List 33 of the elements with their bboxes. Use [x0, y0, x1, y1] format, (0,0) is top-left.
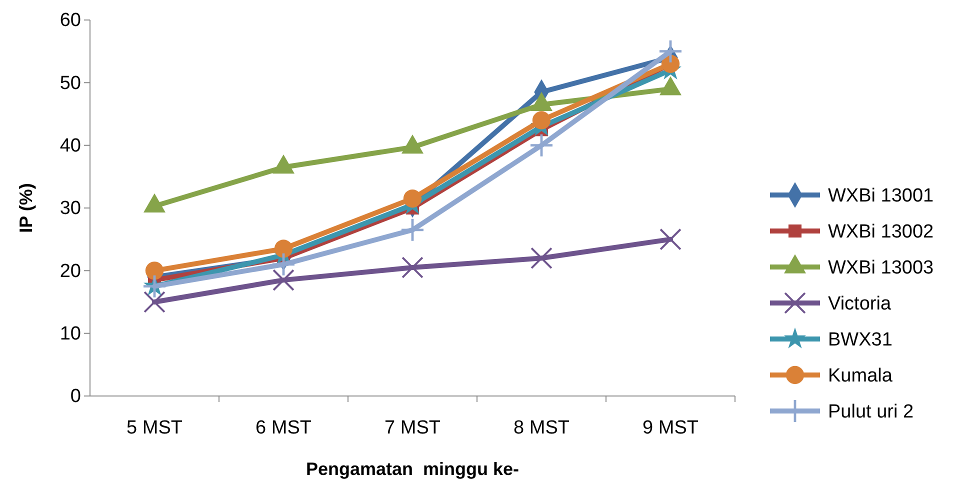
- y-tick-label: 30: [60, 198, 81, 220]
- legend-label: Kumala: [828, 366, 893, 387]
- y-tick-label: 20: [60, 260, 81, 282]
- point: [402, 218, 424, 241]
- legend-label: Victoria: [828, 294, 892, 315]
- x-tick-label: 6 MST: [256, 417, 312, 438]
- point: [530, 247, 552, 270]
- x-axis-title: Pengamatan minggu ke-: [306, 459, 520, 479]
- point: [532, 111, 551, 130]
- y-tick-label: 10: [60, 323, 81, 344]
- y-tick-label: 40: [60, 135, 81, 156]
- x-tick-label: 7 MST: [384, 417, 441, 438]
- y-tick-label: 60: [60, 10, 81, 32]
- legend-label: WXBi 13002: [828, 222, 934, 243]
- x-tick-label: 5 MST: [126, 417, 183, 438]
- legend-label: Pulut uri 2: [828, 402, 914, 423]
- point: [403, 190, 422, 208]
- point: [272, 253, 294, 276]
- x-tick-label: 8 MST: [514, 417, 570, 438]
- point: [145, 262, 164, 280]
- point: [272, 269, 294, 292]
- legend-label: WXBi 13003: [828, 258, 934, 279]
- legend-label: BWX31: [828, 330, 892, 351]
- point: [660, 228, 682, 250]
- point: [274, 240, 293, 258]
- y-tick-label: 50: [60, 72, 81, 94]
- legend-label: WXBi 13001: [828, 186, 934, 207]
- y-axis-title: IP (%): [16, 183, 36, 233]
- y-tick-label: 0: [70, 386, 81, 408]
- point: [144, 291, 166, 313]
- x-tick-label: 9 MST: [642, 417, 699, 438]
- point: [402, 256, 424, 278]
- point: [530, 134, 552, 156]
